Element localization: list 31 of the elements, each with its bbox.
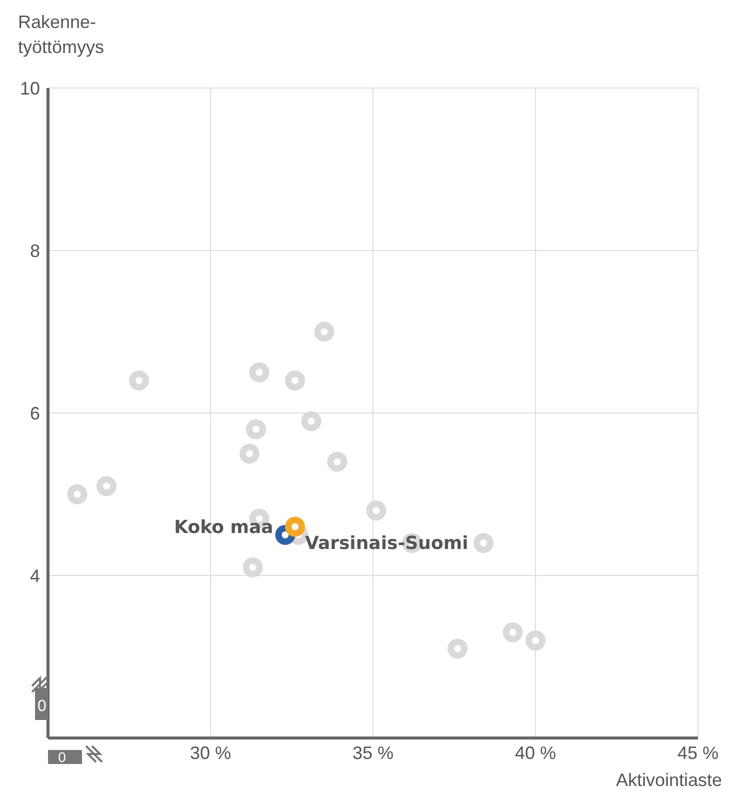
point bbox=[301, 411, 322, 432]
point bbox=[242, 557, 263, 578]
y-tick-label: 6 bbox=[30, 403, 40, 424]
point bbox=[249, 362, 270, 382]
point bbox=[366, 500, 386, 520]
point bbox=[240, 444, 260, 464]
text: 0 bbox=[38, 698, 47, 715]
point bbox=[474, 533, 494, 553]
point bbox=[96, 476, 116, 496]
y-tick-label: 4 bbox=[30, 566, 40, 586]
point bbox=[327, 452, 348, 472]
point bbox=[67, 484, 88, 504]
x-tick-label: 30 % bbox=[190, 742, 232, 763]
y-tick-label: 10 bbox=[20, 78, 40, 98]
x-tick-label: 40 % bbox=[514, 742, 556, 763]
y-tick-label: 8 bbox=[30, 240, 40, 261]
y-axis-title: Rakenne- työttömyys bbox=[18, 11, 104, 59]
point bbox=[285, 370, 305, 390]
x-tick-label: 35 % bbox=[352, 742, 394, 763]
point bbox=[129, 370, 149, 390]
point bbox=[448, 638, 468, 659]
text: 0 bbox=[58, 749, 66, 765]
point bbox=[526, 630, 546, 650]
series-label: Koko maa bbox=[174, 516, 274, 538]
series-label: Varsinais-Suomi bbox=[305, 532, 468, 554]
point bbox=[314, 322, 334, 342]
point bbox=[502, 622, 523, 642]
point bbox=[246, 419, 266, 440]
x-axis-title: Aktivointiaste bbox=[614, 770, 723, 791]
x-tick-label: 45 % bbox=[677, 742, 719, 763]
point bbox=[285, 516, 305, 537]
